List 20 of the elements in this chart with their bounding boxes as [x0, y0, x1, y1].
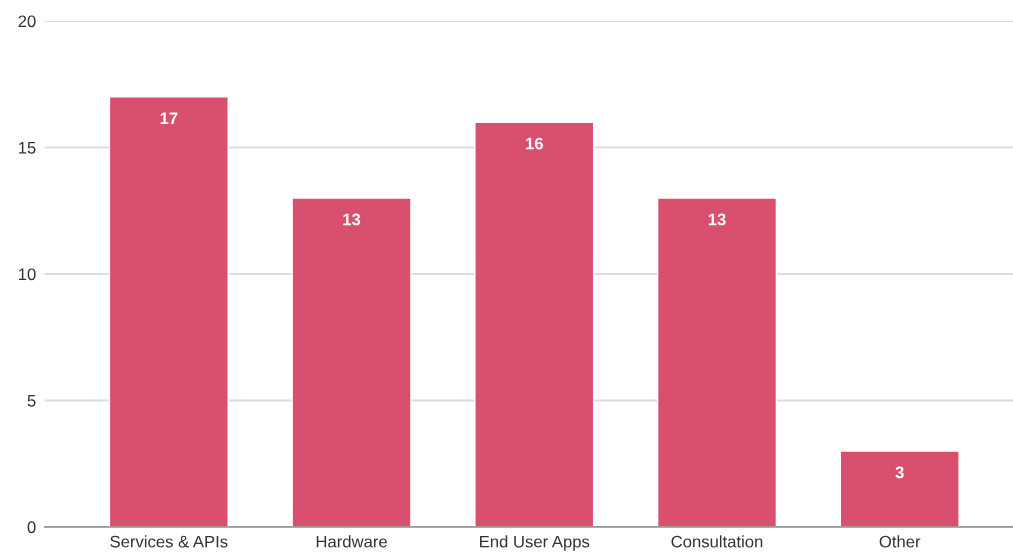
bar: [839, 450, 960, 527]
bar: [108, 96, 229, 527]
x-tick-label: Services & APIs: [110, 535, 228, 548]
data-label: 13: [708, 213, 726, 226]
data-label: 13: [343, 213, 361, 226]
y-tick-label: 20: [18, 15, 36, 28]
y-tick-label: 0: [27, 521, 36, 534]
x-tick-label: Consultation: [671, 535, 763, 548]
y-tick-label: 10: [18, 268, 36, 281]
x-tick-label: Hardware: [316, 535, 387, 548]
data-label: 17: [160, 112, 178, 124]
y-tick-label: 15: [18, 142, 36, 154]
data-label: 3: [895, 466, 904, 479]
data-label: 16: [526, 137, 543, 150]
x-tick-label: Other: [879, 535, 921, 548]
y-tick-label: 5: [27, 395, 36, 407]
x-tick-label: End User Apps: [480, 535, 590, 551]
bar: [474, 121, 595, 527]
bar: [291, 197, 412, 527]
bar: [656, 197, 778, 527]
